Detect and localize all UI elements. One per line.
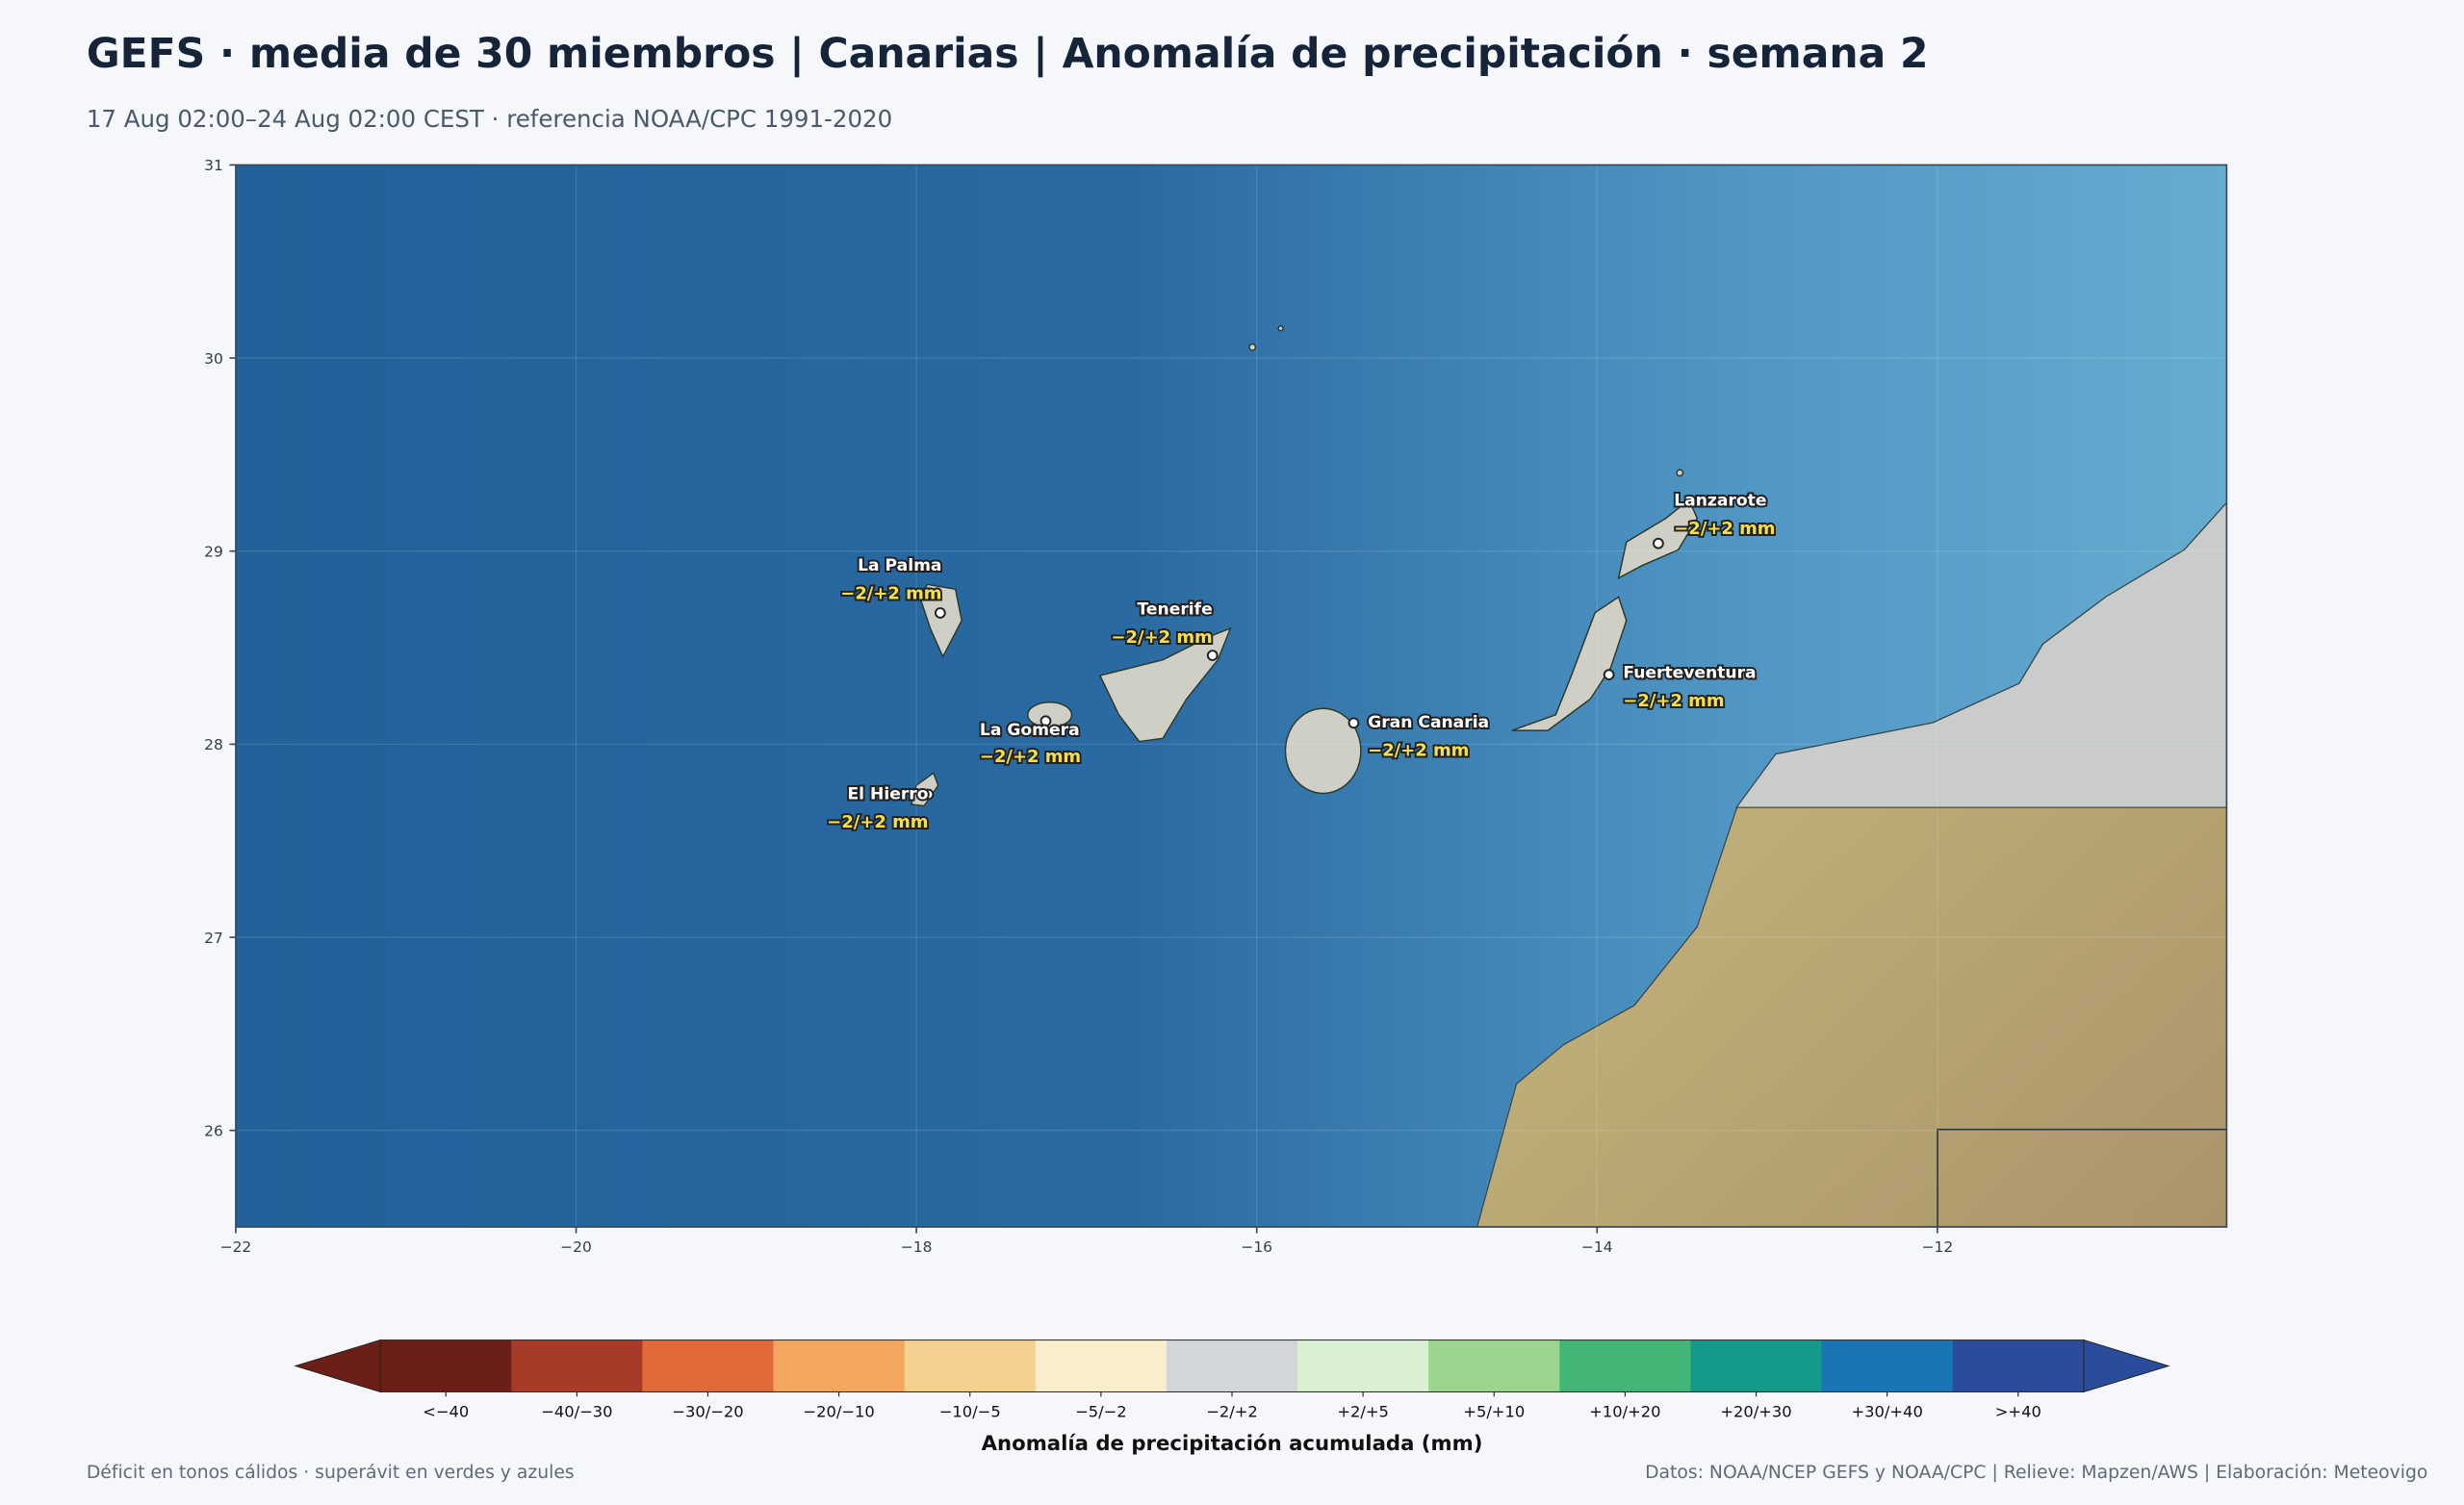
place-value: −2/+2 mm [1368,741,1469,761]
place-name: Lanzarote [1674,492,1766,511]
colorbar-segment [1690,1339,1823,1392]
place-name: La Palma [858,556,941,575]
y-tick-label: 28 [204,736,223,753]
colorbar-segment [1297,1339,1429,1392]
colorbar-tick-label: >+40 [1995,1403,2041,1421]
place-name: El Hierro [847,784,928,804]
island [1098,626,1232,743]
colorbar-segment [904,1339,1037,1392]
colorbar: <−40 −40/−30 −30/−20 −20/−10 −10/−5 −5/−2 −2/+… [294,1339,2170,1421]
colorbar-segment [1559,1339,1691,1392]
place-marker [1653,537,1664,549]
title: GEFS · media de 30 miembros | Canarias |… [87,31,1929,78]
colorbar-extend [2083,1339,2170,1393]
islet [1248,343,1257,351]
colorbar-label: Anomalía de precipitación acumulada (mm) [982,1432,1483,1456]
border [1937,1128,2227,1228]
colorbar-segment [380,1339,512,1392]
colorbar-tick-label: −2/+2 [1206,1403,1258,1421]
place-name: Fuerteventura [1623,663,1756,682]
y-tick-label: 26 [204,1122,223,1139]
place-name: Gran Canaria [1368,713,1489,732]
map-frame [235,164,2228,1228]
place-value: −2/+2 mm [1623,691,1724,711]
footer-note: Déficit en tonos cálidos · superávit en … [87,1463,575,1483]
place-marker [1040,715,1052,727]
place-name: Tenerife [1138,600,1213,620]
x-tick-label: −16 [1241,1238,1272,1256]
colorbar-segment [773,1339,906,1392]
place-marker [1348,717,1360,729]
y-tick-label: 31 [204,157,223,174]
place-marker [1206,650,1219,661]
place-value: −2/+2 mm [980,747,1081,767]
colorbar-tick-label: −10/−5 [939,1403,1001,1421]
place-name: La Gomera [980,721,1080,740]
colorbar-segment [1166,1339,1298,1392]
islet [1676,469,1684,477]
y-tick-label: 29 [204,543,223,560]
colorbar-tick-label: +5/+10 [1463,1403,1525,1421]
island [1027,701,1073,728]
colorbar-tick-label: +20/+30 [1720,1403,1791,1421]
colorbar-tick-label: −30/−20 [672,1403,743,1421]
colorbar-segment [642,1339,775,1392]
place-value: −2/+2 mm [827,812,928,832]
colorbar-tick-label: −5/−2 [1075,1403,1127,1421]
colorbar-tick-label: <−40 [423,1403,469,1421]
x-tick-label: −14 [1581,1238,1613,1256]
island [1511,596,1628,731]
place-value: −2/+2 mm [840,583,941,603]
colorbar-tick-label: −40/−30 [541,1403,612,1421]
y-tick-label: 30 [204,350,223,368]
islet [1277,325,1284,332]
subtitle: 17 Aug 02:00–24 Aug 02:00 CEST · referen… [87,105,892,133]
colorbar-segment [1428,1339,1560,1392]
colorbar-tick-label: +30/+40 [1851,1403,1922,1421]
place-marker [922,788,935,801]
place-marker [934,607,946,619]
colorbar-segment [1821,1339,1954,1392]
colorbar-segment [511,1339,643,1392]
x-tick-label: −20 [560,1238,592,1256]
colorbar-extend [294,1339,381,1393]
colorbar-tick-label: −20/−10 [803,1403,874,1421]
colorbar-segment [1035,1339,1168,1392]
map-base [235,165,2227,1228]
island [919,583,962,659]
places: La Palma −2/+2 mm Tenerife −2/+2 mm La Gomer… [825,490,1777,834]
footer-source: Datos: NOAA/NCEP GEFS y NOAA/CPC | Relie… [1645,1463,2427,1483]
x-tick-label: −22 [220,1238,252,1256]
place-marker [1603,669,1615,681]
island [1284,707,1362,795]
colorbar-frame [379,1339,2085,1392]
colorbar-tick-label: +2/+5 [1337,1403,1389,1421]
x-tick-label: −12 [1922,1238,1954,1256]
land-grey [1734,501,2227,808]
place-value: −2/+2 mm [1112,627,1213,648]
colorbar-segment [1952,1339,2085,1392]
place-value: −2/+2 mm [1674,519,1775,539]
colorbar-tick-label: +10/+20 [1589,1403,1660,1421]
y-tick-label: 27 [204,930,223,947]
x-tick-label: −18 [901,1238,933,1256]
